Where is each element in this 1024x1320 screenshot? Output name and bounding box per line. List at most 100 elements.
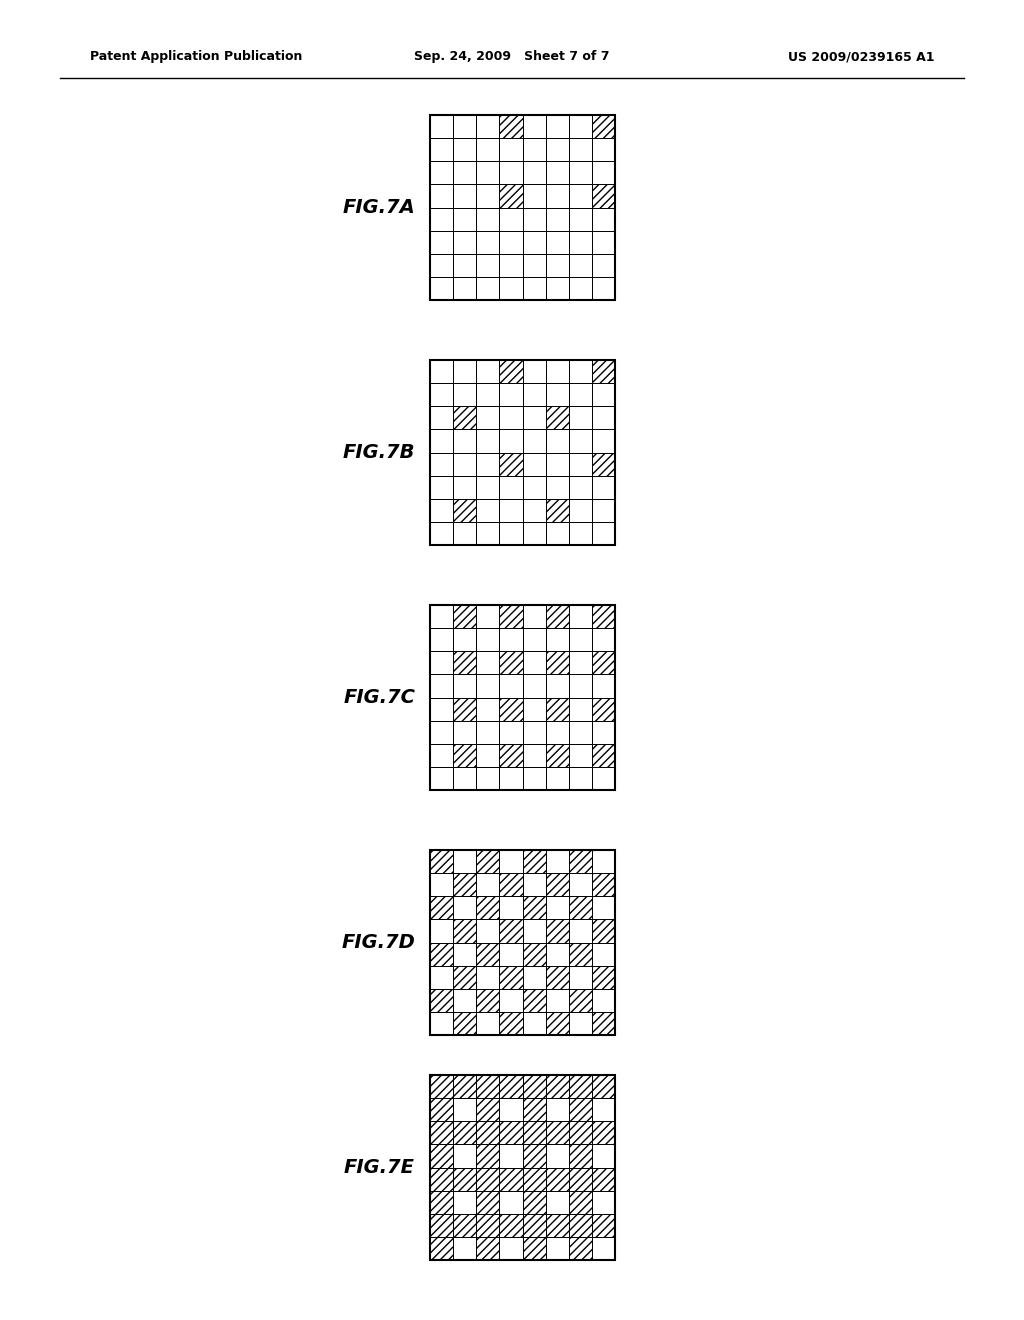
Bar bbox=[454, 697, 476, 721]
Bar bbox=[476, 139, 500, 161]
Bar bbox=[592, 1098, 615, 1121]
Bar bbox=[476, 1144, 500, 1167]
Bar bbox=[430, 1167, 454, 1191]
Bar bbox=[500, 475, 522, 499]
Bar bbox=[430, 1237, 454, 1261]
Bar bbox=[568, 475, 592, 499]
Bar bbox=[430, 1074, 615, 1261]
Bar bbox=[592, 605, 615, 628]
Bar bbox=[500, 896, 522, 919]
Bar bbox=[454, 253, 476, 277]
Bar bbox=[546, 360, 568, 383]
Bar bbox=[430, 1191, 454, 1214]
Bar bbox=[522, 697, 546, 721]
Bar bbox=[500, 721, 522, 743]
Bar bbox=[476, 697, 500, 721]
Bar bbox=[454, 475, 476, 499]
Bar bbox=[500, 989, 522, 1012]
Bar bbox=[592, 1144, 615, 1167]
Bar bbox=[568, 1144, 592, 1167]
Bar bbox=[546, 942, 568, 966]
Bar bbox=[454, 721, 476, 743]
Text: FIG.7E: FIG.7E bbox=[344, 1158, 415, 1177]
Bar bbox=[592, 651, 615, 675]
Bar bbox=[430, 919, 454, 942]
Bar bbox=[592, 1012, 615, 1035]
Bar bbox=[592, 207, 615, 231]
Bar bbox=[522, 521, 546, 545]
Bar bbox=[568, 1237, 592, 1261]
Bar bbox=[476, 1074, 500, 1098]
Bar bbox=[568, 1074, 592, 1098]
Bar bbox=[568, 942, 592, 966]
Bar bbox=[454, 277, 476, 300]
Bar bbox=[430, 475, 454, 499]
Bar bbox=[568, 161, 592, 185]
Bar bbox=[430, 1144, 454, 1167]
Bar bbox=[568, 743, 592, 767]
Bar bbox=[454, 919, 476, 942]
Bar bbox=[500, 697, 522, 721]
Bar bbox=[592, 850, 615, 873]
Bar bbox=[500, 407, 522, 429]
Bar bbox=[430, 605, 454, 628]
Bar bbox=[546, 989, 568, 1012]
Bar bbox=[568, 1121, 592, 1144]
Bar bbox=[568, 966, 592, 989]
Bar bbox=[522, 115, 546, 139]
Bar bbox=[546, 1214, 568, 1237]
Bar bbox=[430, 896, 454, 919]
Bar bbox=[476, 942, 500, 966]
Bar bbox=[476, 499, 500, 521]
Bar bbox=[568, 207, 592, 231]
Bar bbox=[592, 1167, 615, 1191]
Bar bbox=[522, 767, 546, 789]
Bar bbox=[454, 1144, 476, 1167]
Bar bbox=[500, 360, 522, 383]
Bar bbox=[430, 1121, 454, 1144]
Bar bbox=[454, 1214, 476, 1237]
Bar bbox=[430, 1214, 454, 1237]
Bar bbox=[568, 139, 592, 161]
Bar bbox=[592, 253, 615, 277]
Bar bbox=[568, 989, 592, 1012]
Bar bbox=[430, 1074, 454, 1098]
Bar bbox=[546, 966, 568, 989]
Bar bbox=[454, 1012, 476, 1035]
Bar bbox=[476, 407, 500, 429]
Bar bbox=[500, 277, 522, 300]
Bar bbox=[454, 1121, 476, 1144]
Bar bbox=[522, 1237, 546, 1261]
Bar bbox=[522, 407, 546, 429]
Bar bbox=[568, 850, 592, 873]
Bar bbox=[454, 628, 476, 651]
Bar bbox=[522, 207, 546, 231]
Bar bbox=[522, 873, 546, 896]
Bar bbox=[546, 453, 568, 475]
Bar bbox=[522, 1144, 546, 1167]
Bar bbox=[592, 1074, 615, 1098]
Bar bbox=[454, 942, 476, 966]
Bar bbox=[592, 115, 615, 139]
Bar bbox=[430, 1098, 454, 1121]
Bar bbox=[522, 1098, 546, 1121]
Bar bbox=[500, 1167, 522, 1191]
Bar bbox=[454, 989, 476, 1012]
Bar bbox=[430, 1012, 454, 1035]
Bar bbox=[500, 253, 522, 277]
Bar bbox=[546, 721, 568, 743]
Bar bbox=[430, 383, 454, 407]
Bar bbox=[476, 277, 500, 300]
Bar bbox=[476, 1012, 500, 1035]
Bar bbox=[454, 383, 476, 407]
Text: FIG.7D: FIG.7D bbox=[341, 933, 415, 952]
Bar bbox=[592, 1121, 615, 1144]
Bar bbox=[522, 1191, 546, 1214]
Bar bbox=[454, 185, 476, 207]
Bar bbox=[476, 989, 500, 1012]
Bar bbox=[592, 521, 615, 545]
Bar bbox=[500, 207, 522, 231]
Bar bbox=[500, 115, 522, 139]
Bar bbox=[568, 429, 592, 453]
Bar bbox=[476, 253, 500, 277]
